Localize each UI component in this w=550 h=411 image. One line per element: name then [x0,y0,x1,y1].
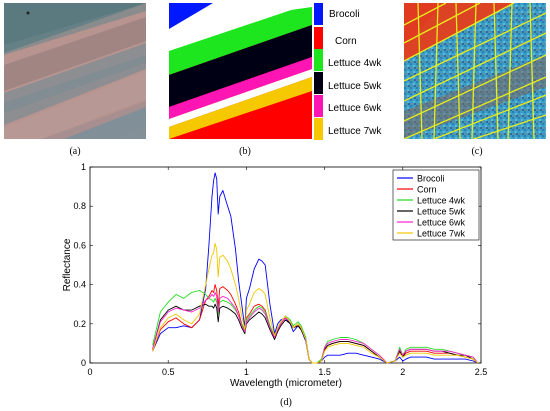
class-label-lettuce-4wk: Lettuce 4wk [328,58,382,69]
legend-label: Lettuce 7wk [417,229,466,239]
y-tick-label: 0.2 [73,319,86,329]
x-axis-label: Wavelength (micrometer) [230,378,342,389]
x-tick-label: 1.5 [318,367,331,377]
panel-b-ground-truth-map [169,3,312,139]
y-tick-label: 0.8 [73,201,86,211]
legend-label: Lettuce 4wk [417,196,466,206]
series-line-brocoli [152,172,479,364]
legend-label: Brocoli [417,174,445,184]
panel-c-superpixel-map [404,3,546,139]
caption-d: (d) [280,397,292,408]
legend-label: Lettuce 6wk [417,218,466,228]
class-label-lettuce-7wk: Lettuce 7wk [328,126,382,137]
class-legend-swatch [314,27,323,49]
series-line-corn [152,284,479,364]
panel-a-false-color-image [4,3,146,139]
legend-box [392,169,480,241]
x-tick-label: 2.5 [475,367,488,377]
series-line-lettuce-6wk [152,291,479,364]
class-legend-swatch [314,95,323,117]
legend-label: Lettuce 5wk [417,207,466,217]
class-label-corn: Corn [335,36,357,47]
plot-box [89,166,482,364]
y-tick-label: 1 [81,162,86,172]
series-line-lettuce-7wk [152,242,479,364]
tick-labels: 0 0.5 1 1.5 2 2.5 0 0.2 0.4 0.6 0.8 1 [73,162,487,377]
y-tick-label: 0 [81,358,86,368]
y-tick-label: 0.6 [73,240,86,250]
x-tick-label: 0 [87,367,92,377]
class-legend-swatch [314,49,323,71]
x-tick-label: 1 [244,367,249,377]
class-legend-swatch [314,72,323,94]
y-axis-label: Reflectance [62,238,73,291]
caption-a: (a) [69,146,81,157]
series-line-lettuce-4wk [152,290,479,364]
class-legend-swatch [314,118,323,140]
y-tick-label: 0.4 [73,280,86,290]
class-legend-swatch [314,3,323,25]
x-tick-label: 2 [400,367,405,377]
series-lines [152,172,479,364]
plot-frame [89,166,482,364]
class-label-lettuce-5wk: Lettuce 5wk [328,81,382,92]
x-tick-label: 0.5 [162,367,175,377]
legend-label: Corn [417,185,437,195]
caption-b: (b) [239,146,251,157]
class-label-brocoli: Brocoli [329,9,360,20]
class-label-lettuce-6wk: Lettuce 6wk [328,103,382,114]
caption-c: (c) [471,146,483,157]
series-line-lettuce-5wk [152,303,479,364]
